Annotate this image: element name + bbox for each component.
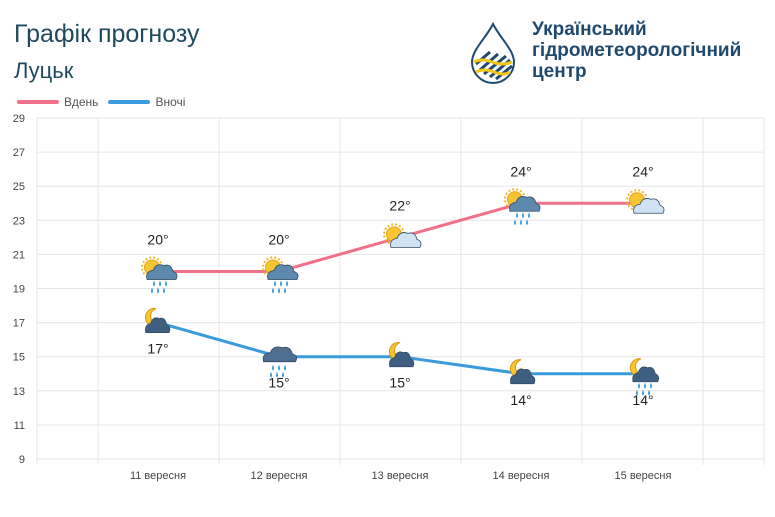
legend-swatch-day <box>17 100 59 104</box>
org-name: Український гідрометеорологічний центр <box>532 19 741 82</box>
rain-drop <box>278 287 280 294</box>
rain-drop <box>272 287 274 294</box>
rain-drop <box>286 280 288 287</box>
rain-drop <box>638 382 640 389</box>
y-tick-label: 17 <box>13 318 25 330</box>
moon-cloud-icon <box>388 342 415 368</box>
day-temp-label: 24° <box>632 163 653 179</box>
rain-drop <box>650 382 652 389</box>
rain-drop <box>274 280 276 287</box>
cloud-shape <box>509 196 541 212</box>
rain-drop <box>276 371 278 378</box>
rain-drop <box>522 212 524 219</box>
cloud-shape <box>632 366 659 383</box>
y-tick-label: 11 <box>14 420 25 432</box>
y-tick-label: 25 <box>13 181 25 193</box>
sun-cloud-rain-icon <box>262 256 299 294</box>
rain-drop <box>151 287 153 294</box>
night-temp-label: 15° <box>389 375 410 391</box>
cloud-shape <box>633 198 665 214</box>
day-temp-label: 22° <box>389 197 410 213</box>
org-name-line-1: Український <box>532 19 647 40</box>
day-temp-label: 20° <box>147 231 168 247</box>
sun-cloud-rain-icon <box>504 188 541 226</box>
night-temp-label: 14° <box>632 392 653 408</box>
legend-swatch-night <box>108 100 151 104</box>
sun-cloud-icon <box>383 223 422 248</box>
ukrhydromet-logo-icon <box>470 22 516 84</box>
x-tick-label: 11 вересня <box>130 470 186 482</box>
night-temp-label: 14° <box>510 392 531 408</box>
moon-cloud-icon <box>144 308 171 333</box>
y-tick-label: 27 <box>13 147 25 159</box>
night-temp-label: 15° <box>268 375 289 391</box>
org-name-line-2: гідрометеорологічний <box>532 40 742 61</box>
rain-drop <box>528 212 530 219</box>
rain-drop <box>278 364 280 371</box>
org-name-line-3: центр <box>532 61 587 82</box>
y-tick-label: 23 <box>13 215 25 227</box>
rain-drop <box>648 389 650 396</box>
cloud-rain-icon <box>262 346 297 378</box>
rain-drop <box>526 219 528 226</box>
cloud-shape <box>145 317 171 333</box>
city-name: Луцьк <box>14 58 74 83</box>
y-tick-label: 29 <box>13 113 25 125</box>
cloud-shape <box>267 264 299 280</box>
day-temp-label: 20° <box>268 231 289 247</box>
legend: Вдень Вночі <box>17 95 195 109</box>
rain-drop <box>520 219 522 226</box>
cloud-shape <box>389 351 415 368</box>
y-tick-label: 15 <box>13 352 25 364</box>
rain-drop <box>644 382 646 389</box>
x-tick-label: 15 вересня <box>615 470 672 482</box>
y-tick-label: 13 <box>13 386 25 398</box>
rain-drop <box>282 371 284 378</box>
rain-drop <box>284 287 286 294</box>
rain-drop <box>165 280 167 287</box>
y-tick-label: 19 <box>13 284 25 296</box>
rain-drop <box>642 389 644 396</box>
legend-label-day: Вдень <box>64 95 99 109</box>
rain-drop <box>516 212 518 219</box>
y-tick-label: 9 <box>19 454 25 466</box>
x-tick-label: 13 вересня <box>372 470 429 482</box>
sun-cloud-icon <box>626 189 665 214</box>
cloud-shape <box>510 368 536 385</box>
rain-drop <box>153 280 155 287</box>
moon-cloud-icon <box>509 359 536 385</box>
rain-drop <box>159 280 161 287</box>
y-tick-label: 21 <box>13 249 25 261</box>
cloud-shape <box>146 264 178 280</box>
night-temp-label: 17° <box>147 341 168 357</box>
rain-drop <box>636 389 638 396</box>
day-temp-label: 24° <box>510 163 531 179</box>
moon-cloud-rain-icon <box>629 358 659 396</box>
sun-cloud-rain-icon <box>141 256 178 294</box>
rain-drop <box>157 287 159 294</box>
rain-drop <box>280 280 282 287</box>
legend-label-night: Вночі <box>155 95 186 109</box>
rain-drop <box>272 364 274 371</box>
x-tick-label: 14 вересня <box>493 470 550 482</box>
rain-drop <box>514 219 516 226</box>
rain-drop <box>163 287 165 294</box>
cloud-shape <box>262 346 297 363</box>
chart-title: Графік прогнозу <box>14 20 200 48</box>
rain-drop <box>270 371 272 378</box>
legend-item-day[interactable]: Вдень <box>17 95 98 109</box>
cloud-shape <box>390 232 422 248</box>
rain-drop <box>284 364 286 371</box>
x-tick-label: 12 вересня <box>251 470 308 482</box>
legend-item-night[interactable]: Вночі <box>108 95 185 109</box>
